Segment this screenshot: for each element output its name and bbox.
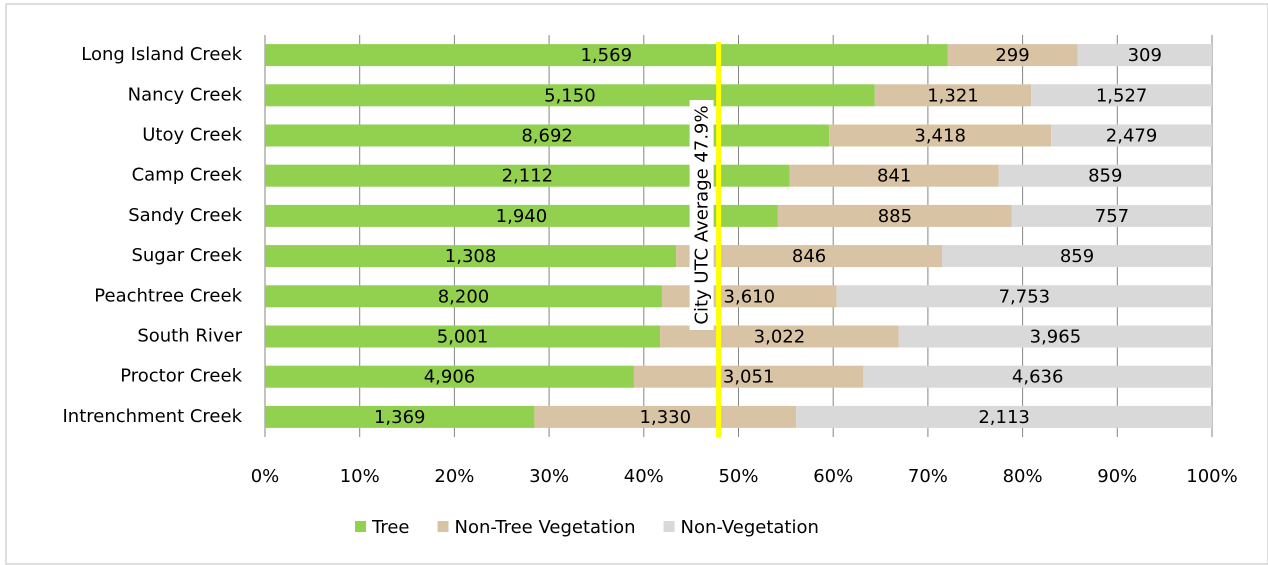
data-label: 8,692	[521, 126, 573, 147]
bar-segment	[874, 84, 1032, 107]
data-label: 841	[877, 166, 911, 187]
y-tick-label: Nancy Creek	[128, 84, 243, 105]
bar-segment	[942, 245, 1212, 268]
data-label: 1,569	[580, 45, 632, 66]
legend-label: Tree	[371, 517, 410, 538]
y-tick-label: Intrenchment Creek	[62, 406, 242, 427]
bar-segment	[789, 164, 999, 187]
bar-segment	[265, 124, 830, 147]
bar-segment	[947, 44, 1078, 67]
bar-segment	[898, 325, 1212, 348]
x-tick-label: 100%	[1186, 466, 1237, 487]
bar-segment	[836, 285, 1212, 308]
bar-segment	[265, 164, 790, 187]
data-label: 1,330	[640, 407, 692, 428]
bar-segment	[1031, 84, 1212, 107]
data-label: 2,112	[502, 166, 554, 187]
data-label: 3,965	[1030, 327, 1082, 348]
reference-label: City UTC Average 47.9%	[692, 105, 713, 324]
data-label: 309	[1128, 45, 1162, 66]
bar-segment	[829, 124, 1052, 147]
data-label: 859	[1088, 166, 1122, 187]
legend-label: Non-Tree Vegetation	[455, 517, 636, 538]
bar-segment	[1011, 204, 1212, 227]
legend-swatch	[355, 521, 366, 532]
y-tick-label: Long Island Creek	[81, 44, 242, 65]
x-tick-label: 30%	[529, 466, 569, 487]
bar-segment	[265, 325, 661, 348]
data-label: 846	[792, 246, 826, 267]
bar-segment	[633, 365, 864, 388]
data-label: 5,001	[437, 327, 489, 348]
x-tick-label: 80%	[1003, 466, 1043, 487]
legend-swatch	[437, 521, 449, 532]
bar-segment	[265, 245, 677, 268]
x-tick-label: 90%	[1097, 466, 1137, 487]
x-tick-label: 70%	[908, 466, 948, 487]
data-label: 4,636	[1012, 367, 1064, 388]
y-tick-label: Proctor Creek	[120, 366, 242, 387]
bar-segment	[1051, 124, 1212, 147]
bar-segment	[998, 164, 1212, 187]
y-tick-label: South River	[137, 326, 242, 347]
y-tick-label: Sugar Creek	[131, 245, 242, 266]
y-tick-label: Utoy Creek	[142, 125, 242, 146]
data-label: 3,610	[724, 286, 776, 307]
bar-segment	[265, 204, 778, 227]
bar-segment	[796, 405, 1212, 428]
legend-swatch	[663, 521, 675, 532]
x-tick-label: 60%	[813, 466, 853, 487]
y-tick-label: Camp Creek	[132, 165, 243, 186]
bar-segment	[265, 285, 662, 308]
y-tick-label: Sandy Creek	[128, 205, 242, 226]
data-label: 3,022	[754, 327, 806, 348]
data-label: 1,527	[1096, 85, 1148, 106]
data-label: 3,051	[723, 367, 775, 388]
y-tick-label: Peachtree Creek	[94, 285, 242, 306]
data-label: 2,113	[978, 407, 1030, 428]
bar-segment	[863, 365, 1212, 388]
x-tick-label: 10%	[340, 466, 380, 487]
reference-label-bg	[689, 100, 714, 330]
data-label: 5,150	[544, 85, 596, 106]
bar-segment	[534, 405, 797, 428]
legend-label: Non-Vegetation	[681, 517, 819, 538]
data-label: 859	[1060, 246, 1094, 267]
data-label: 7,753	[999, 286, 1051, 307]
data-label: 2,479	[1106, 126, 1158, 147]
data-label: 1,308	[445, 246, 497, 267]
x-tick-label: 40%	[624, 466, 664, 487]
bar-segment	[1077, 44, 1212, 67]
bar-segment	[777, 204, 1012, 227]
data-label: 1,940	[496, 206, 548, 227]
data-label: 757	[1095, 206, 1129, 227]
data-label: 885	[878, 206, 912, 227]
x-tick-label: 0%	[251, 466, 280, 487]
data-label: 8,200	[438, 286, 490, 307]
data-label: 1,321	[927, 85, 979, 106]
data-label: 299	[995, 45, 1029, 66]
data-label: 1,369	[374, 407, 426, 428]
bar-segment	[265, 365, 634, 388]
x-tick-label: 20%	[434, 466, 474, 487]
data-label: 3,418	[914, 126, 966, 147]
bar-segment	[265, 44, 948, 67]
bar-segment	[676, 245, 943, 268]
reference-label-group: City UTC Average 47.9%	[689, 100, 714, 330]
x-tick-label: 50%	[718, 466, 758, 487]
data-label: 4,906	[424, 367, 476, 388]
bar-segment	[265, 405, 535, 428]
bar-segment	[265, 84, 875, 107]
